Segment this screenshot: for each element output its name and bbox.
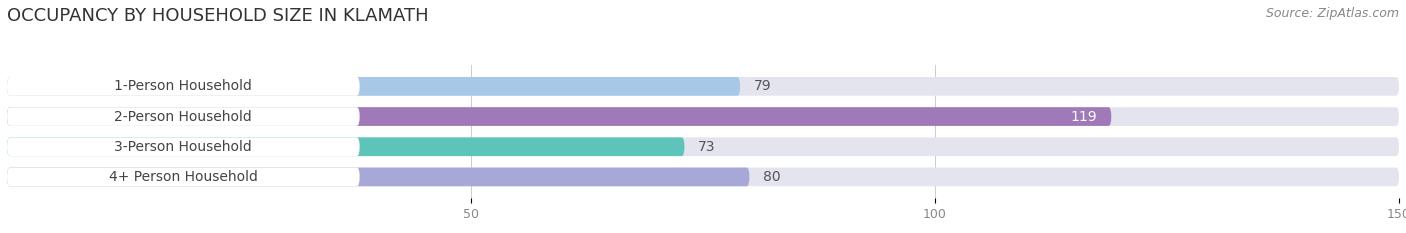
FancyBboxPatch shape <box>7 77 360 96</box>
Text: Source: ZipAtlas.com: Source: ZipAtlas.com <box>1265 7 1399 20</box>
Text: 3-Person Household: 3-Person Household <box>114 140 252 154</box>
FancyBboxPatch shape <box>7 137 1399 156</box>
FancyBboxPatch shape <box>7 137 685 156</box>
Text: 73: 73 <box>699 140 716 154</box>
FancyBboxPatch shape <box>7 168 1399 186</box>
FancyBboxPatch shape <box>7 77 740 96</box>
FancyBboxPatch shape <box>7 107 1111 126</box>
FancyBboxPatch shape <box>7 107 360 126</box>
FancyBboxPatch shape <box>7 168 749 186</box>
FancyBboxPatch shape <box>7 107 1399 126</box>
FancyBboxPatch shape <box>7 137 360 156</box>
Text: 1-Person Household: 1-Person Household <box>114 79 252 93</box>
Text: 79: 79 <box>754 79 772 93</box>
Text: 2-Person Household: 2-Person Household <box>114 110 252 123</box>
Text: 4+ Person Household: 4+ Person Household <box>108 170 257 184</box>
FancyBboxPatch shape <box>7 168 360 186</box>
Text: 80: 80 <box>763 170 780 184</box>
FancyBboxPatch shape <box>7 77 1399 96</box>
Text: 119: 119 <box>1071 110 1098 123</box>
Text: OCCUPANCY BY HOUSEHOLD SIZE IN KLAMATH: OCCUPANCY BY HOUSEHOLD SIZE IN KLAMATH <box>7 7 429 25</box>
